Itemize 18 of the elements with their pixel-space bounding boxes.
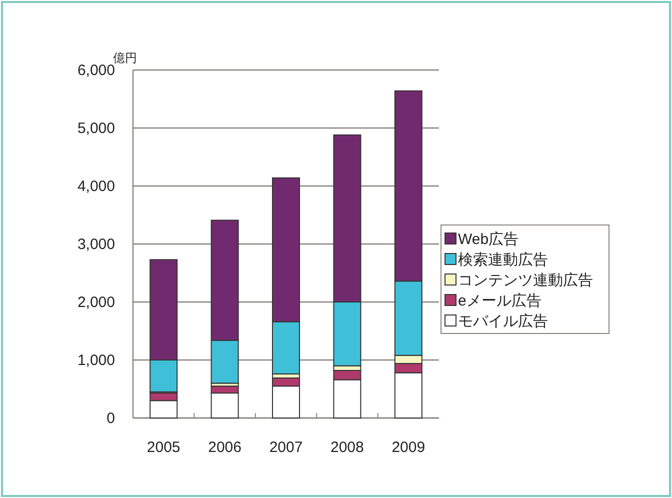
x-tick-label: 2005 <box>146 439 180 456</box>
y-tick-label: 3,000 <box>77 236 115 253</box>
legend-label: モバイル広告 <box>458 313 548 330</box>
legend-label: eメール広告 <box>458 292 542 310</box>
legend-label: コンテンツ連動広告 <box>458 272 593 289</box>
x-tick-label: 2007 <box>269 439 303 456</box>
y-tick-label: 6,000 <box>77 62 115 79</box>
y-tick-label: 2,000 <box>77 294 115 311</box>
y-tick-label: 1,000 <box>77 352 115 369</box>
legend-label: 検索連動広告 <box>458 252 548 268</box>
x-tick-label: 2006 <box>208 439 242 456</box>
y-tick-label: 0 <box>106 410 115 427</box>
legend-label: Web広告 <box>458 231 519 248</box>
x-tick-label: 2008 <box>330 439 364 456</box>
y-axis-title: 億円 <box>113 51 137 65</box>
y-tick-label: 4,000 <box>77 178 115 195</box>
x-tick-label: 2009 <box>392 439 426 456</box>
y-tick-label: 5,000 <box>77 120 115 137</box>
